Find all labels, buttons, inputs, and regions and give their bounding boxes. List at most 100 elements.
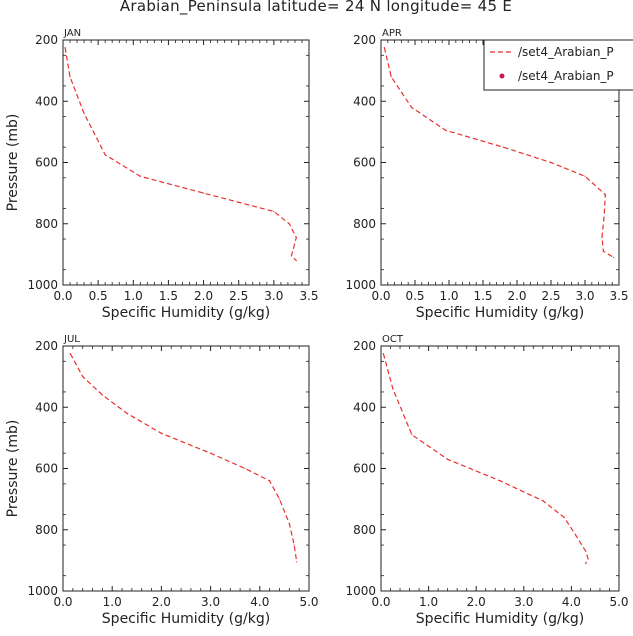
x-tick-label: 1.0 — [439, 289, 458, 303]
x-tick-label: 1.5 — [159, 289, 178, 303]
data-point — [584, 175, 586, 177]
plot-frame — [62, 345, 310, 592]
data-point — [64, 47, 66, 49]
x-tick-label: 2.0 — [467, 595, 486, 609]
y-tick-label: 200 — [35, 33, 58, 47]
y-tick-label: 800 — [353, 523, 376, 537]
legend-label: /set4_Arabian_P — [518, 45, 614, 59]
x-tick-label: 0.0 — [53, 595, 72, 609]
x-tick-label: 0.0 — [371, 595, 390, 609]
data-point — [411, 434, 413, 436]
y-axis-label: Pressure (mb) — [5, 114, 21, 212]
data-point — [69, 353, 71, 355]
panels-group: JAN 0.0 0.5 1.0 1.5 2.0 2.5 3.0 3.5 200 400 600 800 1… — [5, 28, 629, 627]
y-tick-label: 600 — [353, 156, 376, 170]
y-tick-label: 600 — [353, 462, 376, 476]
x-tick-label: 2.5 — [541, 289, 560, 303]
panel-label: OCT — [382, 334, 404, 345]
y-tick-label: 200 — [35, 339, 58, 353]
data-point — [295, 236, 297, 239]
data-point — [585, 562, 587, 565]
data-point — [83, 112, 85, 115]
legend-label: /set4_Arabian_P — [518, 69, 614, 83]
x-tick-label: 5.0 — [609, 595, 628, 609]
x-tick-label: 2.5 — [229, 289, 248, 303]
data-point — [126, 412, 128, 414]
series-line-0 — [383, 47, 614, 258]
figure-title: Arabian_Peninsula latitude= 24 N longitu… — [120, 0, 512, 16]
data-point — [82, 376, 84, 378]
data-point — [295, 259, 297, 262]
data-point — [293, 544, 295, 546]
x-axis-label: Specific Humidity (g/kg) — [416, 611, 584, 627]
data-point — [585, 550, 587, 552]
legend: /set4_Arabian_P/set4_Arabian_P — [483, 39, 633, 91]
y-tick-label: 800 — [35, 217, 58, 231]
x-tick-label: 3.5 — [609, 289, 628, 303]
x-tick-label: 4.0 — [250, 595, 269, 609]
data-point — [612, 256, 615, 259]
data-point — [445, 129, 447, 131]
legend-box — [483, 39, 633, 91]
x-tick-label: 2.0 — [507, 289, 526, 303]
y-tick-label: 1000 — [27, 278, 58, 292]
data-point — [288, 523, 290, 525]
data-point — [392, 388, 394, 390]
data-point — [550, 161, 552, 164]
x-tick-label: 3.0 — [514, 595, 533, 609]
x-tick-label: 0.0 — [53, 289, 72, 303]
x-tick-label: 3.0 — [264, 289, 283, 303]
plot-frame — [380, 345, 620, 592]
series-line-0 — [382, 353, 589, 564]
series-line-0 — [69, 353, 298, 562]
data-point — [296, 561, 298, 563]
y-axis-label: Pressure (mb) — [5, 420, 21, 518]
data-point — [139, 175, 141, 177]
data-point — [288, 223, 290, 225]
data-point — [390, 76, 392, 78]
data-point — [447, 458, 449, 460]
x-tick-label: 2.0 — [152, 595, 171, 609]
y-tick-label: 400 — [353, 94, 376, 108]
y-tick-label: 400 — [35, 400, 58, 414]
x-tick-label: 1.0 — [419, 595, 438, 609]
data-point — [278, 498, 281, 500]
plot-frame — [62, 39, 310, 286]
data-point — [542, 500, 544, 502]
x-tick-label: 1.5 — [473, 289, 492, 303]
y-tick-label: 400 — [35, 94, 58, 108]
data-point — [69, 76, 71, 78]
x-tick-label: 0.5 — [405, 289, 424, 303]
data-point — [499, 480, 501, 482]
panel-jul: JUL 0.0 1.0 2.0 3.0 4.0 5.0 200 400 600 800 1000 Spe… — [5, 334, 319, 627]
y-tick-label: 1000 — [27, 584, 58, 598]
data-point — [292, 247, 295, 249]
x-tick-label: 3.5 — [299, 289, 318, 303]
data-point — [575, 535, 577, 537]
data-point — [587, 558, 589, 560]
legend-dot-swatch — [499, 73, 505, 79]
panel-label: JUL — [63, 334, 80, 345]
x-tick-label: 0.0 — [371, 289, 390, 303]
panel-jan: JAN 0.0 0.5 1.0 1.5 2.0 2.5 3.0 3.5 200 400 600 800 1… — [5, 28, 319, 321]
data-point — [502, 146, 504, 148]
data-point — [604, 194, 607, 196]
x-tick-label: 4.0 — [562, 595, 581, 609]
panel-label: APR — [382, 28, 402, 39]
x-tick-label: 1.0 — [103, 595, 122, 609]
x-axis-label: Specific Humidity (g/kg) — [102, 611, 270, 627]
x-tick-label: 1.0 — [124, 289, 143, 303]
y-tick-label: 800 — [35, 523, 58, 537]
data-point — [382, 353, 384, 355]
data-point — [383, 47, 385, 49]
x-axis-label: Specific Humidity (g/kg) — [102, 305, 270, 321]
data-point — [411, 106, 413, 108]
panel-label: JAN — [63, 28, 81, 39]
data-point — [290, 255, 293, 257]
x-tick-label: 0.5 — [89, 289, 108, 303]
data-point — [101, 394, 103, 396]
y-tick-label: 200 — [353, 33, 376, 47]
data-point — [210, 452, 212, 454]
